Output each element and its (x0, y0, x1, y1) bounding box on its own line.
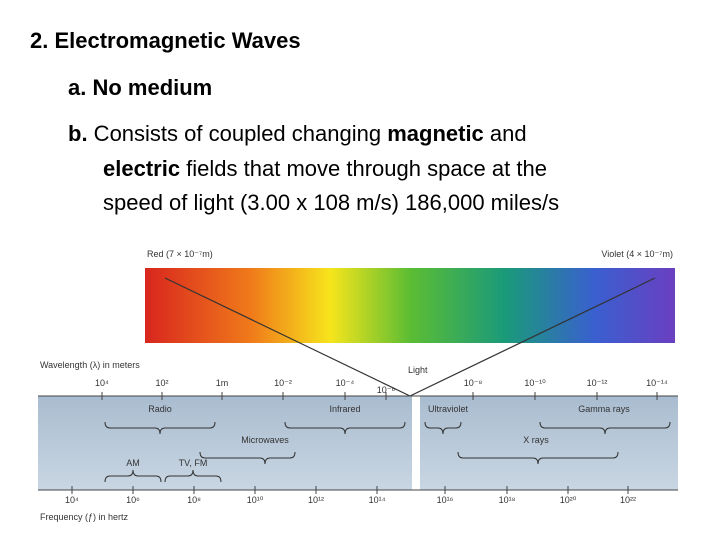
paragraph-line: electric fields that move through space … (103, 156, 547, 181)
paragraph-line: b. Consists of coupled changing magnetic… (68, 121, 527, 146)
wavelength-tick-label: 10⁻⁴ (336, 378, 355, 388)
frequency-tick-label: 10¹⁴ (369, 495, 386, 505)
frequency-tick-label: 10²² (620, 495, 636, 505)
point-b: b. Consists of coupled changing magnetic… (68, 121, 559, 215)
visible-spectrum (145, 268, 675, 343)
frequency-tick-label: 10⁸ (187, 495, 201, 505)
violet-label: Violet (4 × 10⁻⁷m) (601, 249, 673, 259)
light-label: Light (408, 365, 428, 375)
axis-title: Wavelength (λ) in meters (40, 360, 140, 370)
frequency-tick-label: 10¹⁸ (499, 495, 516, 505)
frequency-tick-label: 10¹² (308, 495, 324, 505)
text-run: fields that move through space at the (180, 156, 547, 181)
region-label: Radio (148, 404, 172, 414)
region-label: AM (126, 458, 140, 468)
region-label: Microwaves (241, 435, 289, 445)
heading: 2. Electromagnetic Waves (30, 28, 301, 53)
region-label: Ultraviolet (428, 404, 469, 414)
wavelength-tick-label: 10⁻⁸ (464, 378, 483, 388)
region-label: TV, FM (179, 458, 208, 468)
text-run: speed of light (3.00 x 108 m/s) 186,000 … (103, 190, 559, 215)
band-right (420, 396, 678, 490)
frequency-tick-label: 10⁶ (126, 495, 140, 505)
paragraph-line: speed of light (3.00 x 108 m/s) 186,000 … (103, 190, 559, 215)
spectrum-diagram (38, 268, 678, 491)
text-run: b. (68, 121, 88, 146)
region-label: Gamma rays (578, 404, 630, 414)
connector (164, 277, 411, 397)
region-label: X rays (523, 435, 549, 445)
wavelength-tick-label: 10⁻¹⁰ (524, 378, 546, 388)
text-run: Consists of coupled changing (88, 121, 388, 146)
text-run: and (484, 121, 527, 146)
frequency-tick-label: 10¹⁶ (437, 495, 454, 505)
band-left (38, 396, 412, 490)
frequency-tick-label: 10¹⁰ (247, 495, 264, 505)
wavelength-tick-label: 10⁻¹² (587, 378, 608, 388)
axis-title: Frequency (ƒ) in hertz (40, 512, 129, 522)
connector (409, 277, 656, 397)
frequency-tick-label: 10⁴ (65, 495, 79, 505)
text-run: magnetic (387, 121, 484, 146)
braces (104, 421, 671, 483)
wavelength-tick-label: 10⁻⁶ (377, 385, 396, 395)
region-label: Infrared (329, 404, 360, 414)
diagram-labels: Red (7 × 10⁻⁷m) Violet (4 × 10⁻⁷m) Light Wa… (40, 249, 673, 522)
wavelength-tick-label: 10⁻¹⁴ (646, 378, 668, 388)
frequency-tick-label: 10²⁰ (560, 495, 577, 505)
wavelength-tick-label: 10⁴ (95, 378, 109, 388)
point-a: a. No medium (68, 75, 212, 100)
wavelength-tick-label: 10² (155, 378, 168, 388)
wavelength-tick-label: 10⁻² (274, 378, 292, 388)
wavelength-tick-label: 1m (216, 378, 229, 388)
red-label: Red (7 × 10⁻⁷m) (147, 249, 213, 259)
text-run: electric (103, 156, 180, 181)
